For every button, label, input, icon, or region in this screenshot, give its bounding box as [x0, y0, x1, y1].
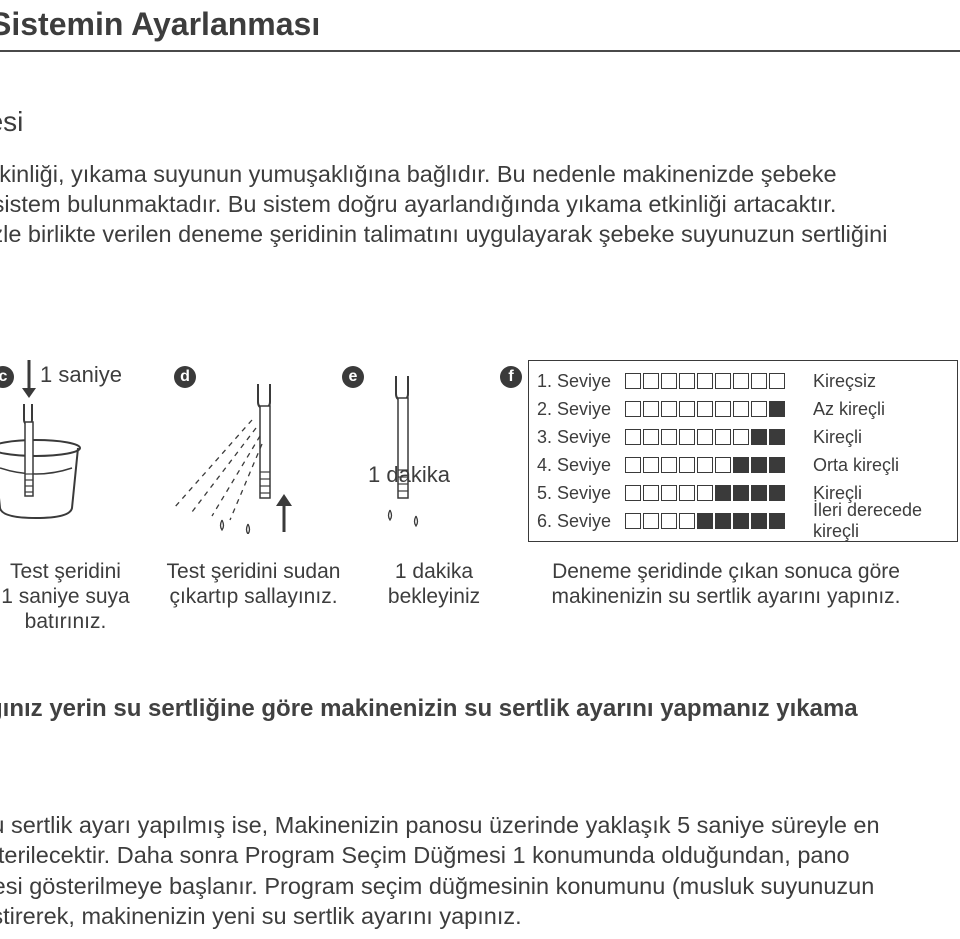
step-d-caption: Test şeridini sudan çıkartıp sallayınız. [151, 560, 356, 634]
hardness-legend: 1. Seviye Kireçsiz 2. Seviye Az kireçli 3. S… [528, 360, 958, 542]
legend-label: Kireçsiz [807, 371, 949, 392]
step-c-badge: c [0, 366, 14, 388]
legend-boxes [625, 401, 807, 417]
legend-boxes [625, 457, 807, 473]
legend-row: 1. Seviye Kireçsiz [537, 367, 949, 395]
step-f-caption: Deneme şeridinde çıkan sonuca göre makin… [516, 560, 936, 634]
legend-row: 6. Seviyeİleri derecede kireçli [537, 507, 949, 535]
step-captions: Test şeridini 1 saniye suya batırınız. T… [0, 560, 960, 634]
legend-level: 2. Seviye [537, 399, 625, 420]
intro-paragraph: a etkinliği, yıkama suyunun yumuşaklığın… [0, 160, 960, 250]
section-subhead: nesi [0, 106, 23, 138]
step-e-illustration [372, 376, 442, 536]
step-d-illustration [162, 384, 312, 534]
legend-level: 3. Seviye [537, 427, 625, 448]
legend-boxes [625, 429, 807, 445]
legend-row: 2. Seviye Az kireçli [537, 395, 949, 423]
legend-level: 1. Seviye [537, 371, 625, 392]
legend-boxes [625, 373, 807, 389]
title-underline [0, 50, 960, 52]
arrow-down-icon [20, 360, 38, 398]
legend-boxes [625, 485, 807, 501]
legend-label: Kireçli [807, 427, 949, 448]
steps-row: c 1 saniye d [0, 370, 960, 570]
legend-row: 3. Seviye Kireçli [537, 423, 949, 451]
step-e-annot: 1 dakika [368, 462, 450, 488]
step-e-caption: 1 dakika bekleyiniz [374, 560, 494, 634]
bold-paragraph: ıdığınız yerin su sertliğine göre makine… [0, 693, 960, 724]
legend-row: 4. Seviye Orta kireçli [537, 451, 949, 479]
legend-level: 4. Seviye [537, 455, 625, 476]
body-paragraph: e su sertlik ayarı yapılmış ise, Makinen… [0, 810, 960, 931]
legend-level: 5. Seviye [537, 483, 625, 504]
legend-label: İleri derecede kireçli [807, 500, 949, 542]
legend-label: Orta kireçli [807, 455, 949, 476]
legend-label: Az kireçli [807, 399, 949, 420]
legend-level: 6. Seviye [537, 511, 625, 532]
step-c-illustration [0, 404, 94, 524]
page-title: Sistemin Ayarlanması [0, 6, 320, 43]
step-e-badge: e [342, 366, 364, 388]
step-c-annot: 1 saniye [40, 362, 122, 388]
legend-boxes [625, 513, 807, 529]
step-c-caption: Test şeridini 1 saniye suya batırınız. [0, 560, 143, 634]
step-f-badge: f [500, 366, 522, 388]
